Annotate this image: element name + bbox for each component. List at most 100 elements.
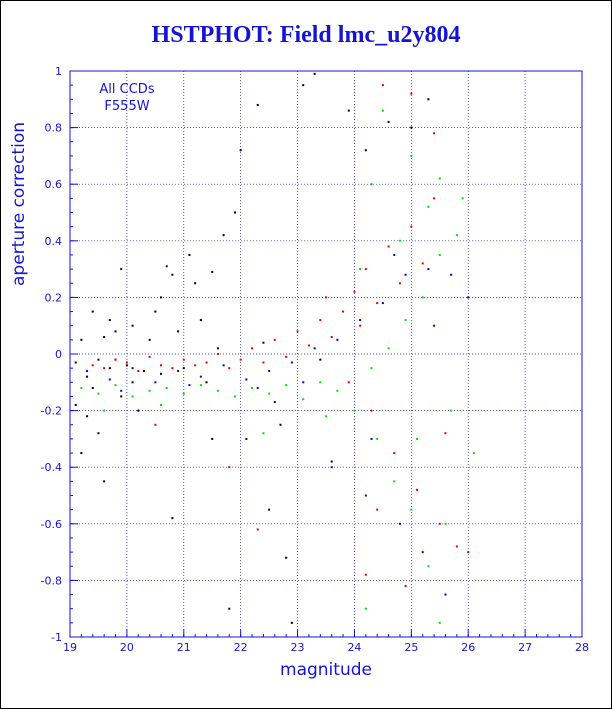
data-point bbox=[199, 375, 202, 378]
data-point bbox=[370, 183, 373, 186]
data-point bbox=[262, 341, 265, 344]
data-point bbox=[336, 338, 339, 341]
data-point bbox=[103, 367, 106, 370]
chart-title: HSTPHOT: Field lmc_u2y804 bbox=[151, 22, 461, 48]
data-point bbox=[302, 84, 305, 87]
data-point bbox=[268, 392, 271, 395]
data-point bbox=[455, 545, 458, 548]
data-point bbox=[285, 384, 288, 387]
data-point bbox=[205, 361, 208, 364]
data-point bbox=[142, 369, 145, 372]
data-point bbox=[330, 336, 333, 339]
data-point bbox=[398, 282, 401, 285]
data-point bbox=[74, 361, 77, 364]
x-tick-label: 28 bbox=[575, 641, 589, 654]
data-point bbox=[86, 369, 89, 372]
data-point bbox=[370, 409, 373, 412]
data-point bbox=[262, 432, 265, 435]
data-point bbox=[364, 268, 367, 271]
data-point bbox=[421, 262, 424, 265]
data-point bbox=[461, 197, 464, 200]
x-tick-label: 27 bbox=[518, 641, 532, 654]
data-point bbox=[137, 369, 140, 372]
data-point bbox=[245, 378, 248, 381]
data-point bbox=[131, 324, 134, 327]
data-point bbox=[319, 319, 322, 322]
data-point bbox=[404, 319, 407, 322]
data-point bbox=[160, 372, 163, 375]
data-point bbox=[194, 282, 197, 285]
x-tick-label: 22 bbox=[234, 641, 248, 654]
data-point bbox=[398, 239, 401, 242]
y-tick-label: 0.2 bbox=[45, 291, 63, 304]
y-tick-label: 0.8 bbox=[45, 122, 63, 135]
data-point bbox=[467, 551, 470, 554]
data-point bbox=[160, 364, 163, 367]
data-point bbox=[228, 607, 231, 610]
data-point bbox=[160, 296, 163, 299]
data-point bbox=[416, 488, 419, 491]
data-point bbox=[108, 319, 111, 322]
data-point bbox=[256, 103, 259, 106]
data-point bbox=[205, 381, 208, 384]
data-point bbox=[381, 302, 384, 305]
data-point bbox=[91, 310, 94, 313]
data-point bbox=[307, 344, 310, 347]
y-tick-label: -0.2 bbox=[41, 405, 62, 418]
data-point bbox=[103, 480, 106, 483]
data-point bbox=[381, 84, 384, 87]
data-point bbox=[404, 585, 407, 588]
data-point bbox=[359, 324, 362, 327]
data-point bbox=[410, 126, 413, 129]
data-point bbox=[171, 273, 174, 276]
data-point bbox=[74, 403, 77, 406]
data-point bbox=[393, 452, 396, 455]
data-point bbox=[364, 573, 367, 576]
data-point bbox=[302, 381, 305, 384]
data-point bbox=[279, 423, 282, 426]
data-point bbox=[342, 310, 345, 313]
data-point bbox=[120, 395, 123, 398]
data-point bbox=[239, 149, 242, 152]
data-point bbox=[211, 270, 214, 273]
data-point bbox=[120, 268, 123, 271]
data-point bbox=[211, 437, 214, 440]
data-point bbox=[171, 517, 174, 520]
x-tick-label: 21 bbox=[177, 641, 191, 654]
data-point bbox=[325, 415, 327, 418]
data-point bbox=[125, 361, 128, 364]
data-point bbox=[131, 395, 134, 398]
data-point bbox=[125, 364, 128, 367]
x-tick-label: 19 bbox=[63, 641, 77, 654]
data-point bbox=[370, 437, 373, 440]
data-point bbox=[376, 508, 379, 511]
data-point bbox=[114, 358, 117, 361]
data-point bbox=[410, 508, 413, 511]
data-point bbox=[216, 353, 219, 355]
data-point bbox=[433, 197, 436, 200]
data-point bbox=[353, 409, 356, 412]
data-point bbox=[404, 273, 407, 276]
data-point bbox=[194, 364, 197, 367]
data-point bbox=[268, 508, 271, 511]
data-point bbox=[160, 403, 163, 406]
data-point bbox=[433, 324, 436, 327]
data-point bbox=[359, 268, 362, 271]
data-point bbox=[421, 296, 424, 299]
data-point bbox=[319, 358, 322, 361]
data-point bbox=[381, 109, 384, 112]
grid-lines bbox=[70, 71, 582, 637]
y-tick-label: 0 bbox=[55, 348, 62, 361]
data-point bbox=[154, 310, 157, 313]
data-point bbox=[199, 384, 202, 387]
x-tick-label: 23 bbox=[291, 641, 305, 654]
data-points bbox=[74, 72, 475, 624]
data-point bbox=[262, 361, 265, 364]
data-point bbox=[256, 386, 259, 389]
data-point bbox=[347, 109, 350, 112]
data-point bbox=[120, 389, 123, 392]
data-point bbox=[433, 132, 436, 135]
data-point bbox=[103, 409, 106, 412]
